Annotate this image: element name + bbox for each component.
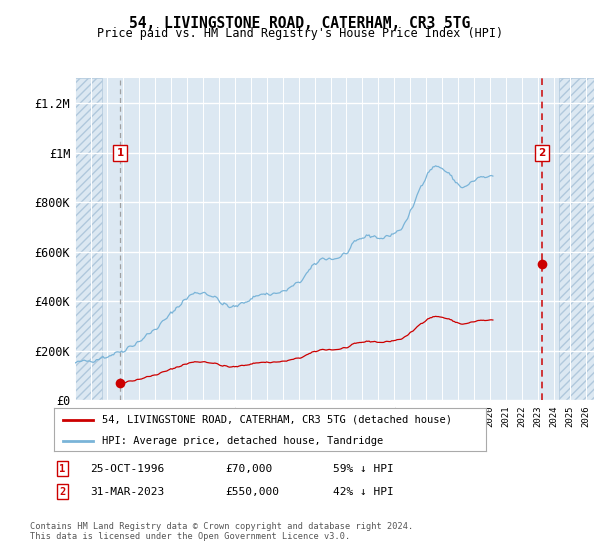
Text: 2: 2 [59, 487, 65, 497]
Text: 1: 1 [59, 464, 65, 474]
Text: 54, LIVINGSTONE ROAD, CATERHAM, CR3 5TG: 54, LIVINGSTONE ROAD, CATERHAM, CR3 5TG [130, 16, 470, 31]
Text: 25-OCT-1996: 25-OCT-1996 [90, 464, 164, 474]
Text: 2: 2 [538, 148, 546, 158]
Text: 31-MAR-2023: 31-MAR-2023 [90, 487, 164, 497]
Text: 59% ↓ HPI: 59% ↓ HPI [333, 464, 394, 474]
Text: 42% ↓ HPI: 42% ↓ HPI [333, 487, 394, 497]
Bar [75, 78, 102, 400]
Text: Price paid vs. HM Land Registry's House Price Index (HPI): Price paid vs. HM Land Registry's House … [97, 27, 503, 40]
Text: £550,000: £550,000 [225, 487, 279, 497]
Bar [559, 78, 594, 400]
Text: Contains HM Land Registry data © Crown copyright and database right 2024.
This d: Contains HM Land Registry data © Crown c… [30, 522, 413, 542]
Bar [559, 78, 594, 400]
Text: 1: 1 [116, 148, 124, 158]
Text: 54, LIVINGSTONE ROAD, CATERHAM, CR3 5TG (detached house): 54, LIVINGSTONE ROAD, CATERHAM, CR3 5TG … [101, 415, 452, 424]
Text: £70,000: £70,000 [225, 464, 272, 474]
Text: HPI: Average price, detached house, Tandridge: HPI: Average price, detached house, Tand… [101, 436, 383, 446]
Bar [75, 78, 102, 400]
